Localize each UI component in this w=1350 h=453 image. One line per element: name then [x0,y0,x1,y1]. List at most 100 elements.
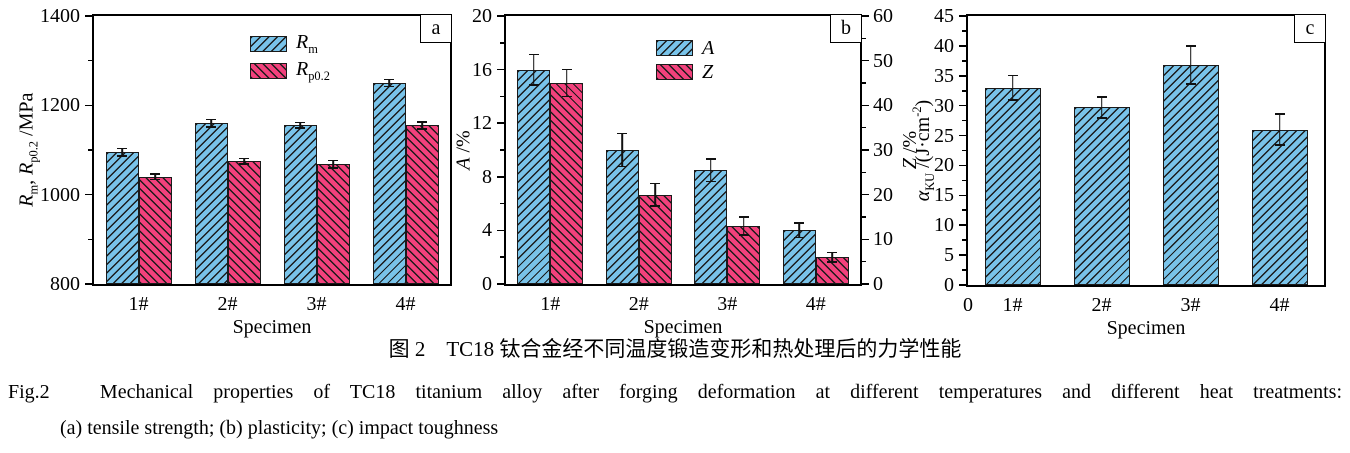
y-tick-label: 25 [934,124,954,147]
error-bar [295,121,305,129]
plot-area-b: 0 4 8 12 16 20 0 10 20 30 40 50 60 1# 2# 3# 4# Specimen A … [453,6,921,337]
bar-a-s1-3# [316,164,350,284]
error-bar [650,182,661,207]
error-bar-cap-top [561,68,572,71]
y2-minor-tick [862,37,866,40]
legend-swatch [250,35,287,52]
legend-label: A [702,37,715,59]
y2-tick-label: 60 [873,5,893,27]
error-bar-cap-bottom [1007,99,1018,101]
bar-b-s0-2# [605,150,639,284]
error-bar-line [243,157,245,165]
error-bar-cap-top [1274,113,1285,116]
error-bar-cap-top [417,120,427,123]
x-axis-title: Specimen [643,316,723,338]
y2-major-tick [862,59,869,62]
error-bar-line [154,173,156,181]
error-bar-line [532,53,535,86]
panel-b-chart: 0 4 8 12 16 20 0 10 20 30 40 50 60 1# 2# 3# 4# Specimen A … [450,0,921,337]
y-minor-tick [962,179,966,182]
x-tick-label: 3# [717,293,738,315]
error-bar-line [831,251,834,263]
y-tick-label: 10 [934,214,954,237]
error-bar [384,78,394,88]
error-bar-cap-bottom [384,85,394,88]
error-bar-line [798,222,801,239]
y-major-tick [497,283,504,285]
error-bar-cap-top [1185,45,1196,47]
error-bar-cap-top [617,132,628,135]
error-bar [1096,96,1107,119]
error-bar-line [654,182,657,207]
y2-major-tick [862,15,869,17]
error-bar [328,159,338,169]
error-bar [206,118,216,128]
error-bar-cap-top [295,121,305,124]
error-bar-line [210,118,212,128]
caption-subpanels: (a) tensile strength; (b) plasticity; (c… [60,417,499,439]
y-major-tick [959,74,966,77]
legend-label: Rp0.2 [296,58,330,84]
error-bar [239,157,249,165]
y-axis-title-text: Rm, Rp0.2 /MPa [15,92,41,208]
error-bar [617,132,628,168]
y-minor-tick [88,59,92,62]
x-tick-label: 1# [128,293,149,315]
bar-c-s0-3# [1162,65,1219,285]
y2-tick-label: 10 [873,228,893,251]
y-tick-label: 0 [482,273,492,295]
error-bar-cap-bottom [1274,144,1285,146]
y2-minor-tick [862,126,866,129]
y-minor-tick [500,256,504,258]
y-minor-tick [500,95,504,98]
y-major-tick [85,283,92,285]
y-minor-tick [962,269,966,271]
caption-english: Fig.2 Mechanical properties of TC18 tita… [8,381,1342,403]
panel-a-chart: 800 1000 1200 1400 1# 2# 3# 4# Specimen Rm, Rp0.2… [0,0,452,337]
legend-swatch [656,64,693,80]
panel-c-chart: 0 5 10 15 20 25 30 35 40 45 1# 2# 3# 4# 0 Specimen αKU /… [900,0,1350,338]
error-bar-cap-top [738,216,749,218]
y-tick-label: 800 [50,273,80,295]
error-bar-cap-bottom [1185,83,1196,85]
y-minor-tick [500,42,504,44]
y-tick-label: 12 [472,112,492,135]
y-major-tick [959,45,966,47]
error-bar-cap-bottom [206,126,216,128]
bar-c-s0-4# [1251,129,1308,285]
y-tick-label: 45 [934,5,954,27]
panel-label-box: b [830,14,862,43]
y-minor-tick [962,89,966,92]
x-tick-label: 2# [217,293,238,315]
y2-major-tick [862,193,869,196]
error-bar-cap-top [239,157,249,160]
bar-a-s0-2# [194,123,228,284]
x-axis-title: Specimen [232,316,312,338]
y2-major-tick [862,283,869,285]
error-bar [117,147,127,157]
error-bar-cap-top [1007,74,1018,77]
y-major-tick [497,15,504,17]
bar-b-s0-4# [782,230,816,284]
x-tick-label: 3# [306,293,327,315]
error-bar-line [1189,45,1192,85]
error-bar-line [121,147,123,157]
error-bar-cap-bottom [117,155,127,157]
error-bar [827,251,838,263]
y2-minor-tick [862,171,866,174]
legend-swatch [250,63,287,80]
error-bar-cap-top [384,78,394,81]
bar-a-s0-4# [372,83,406,284]
legend-item: Z [656,62,714,82]
error-bar-cap-bottom [561,95,572,98]
y-major-tick [497,229,504,232]
error-bar-line [621,132,624,168]
y-major-tick [85,15,92,17]
bar-a-s1-1# [138,176,172,284]
y2-minor-tick [862,216,866,218]
error-bar-cap-top [206,118,216,121]
y2-tick-label: 0 [873,273,883,295]
y-tick-label: 1000 [40,183,80,206]
error-bar-line [299,121,301,129]
